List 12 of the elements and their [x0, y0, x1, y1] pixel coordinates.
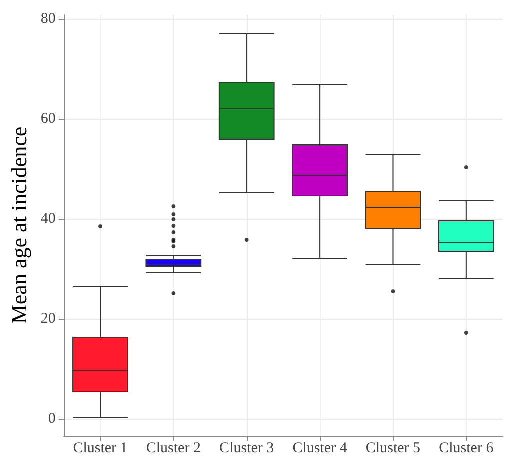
x-tick-label: Cluster 2 — [146, 440, 201, 456]
y-axis-title: Mean age at incidence — [6, 126, 32, 324]
x-tick-label: Cluster 5 — [366, 440, 421, 456]
x-tick-label: Cluster 3 — [220, 440, 274, 456]
y-tick-label: 80 — [40, 11, 56, 27]
x-tick-label: Cluster 6 — [439, 440, 494, 456]
x-tick-label: Cluster 1 — [73, 440, 128, 456]
x-tick-label: Cluster 4 — [292, 440, 348, 456]
y-tick-label: 60 — [40, 111, 56, 127]
y-tick-label: 20 — [40, 311, 56, 327]
y-tick-label: 40 — [40, 211, 56, 227]
y-tick-label: 0 — [48, 411, 56, 427]
